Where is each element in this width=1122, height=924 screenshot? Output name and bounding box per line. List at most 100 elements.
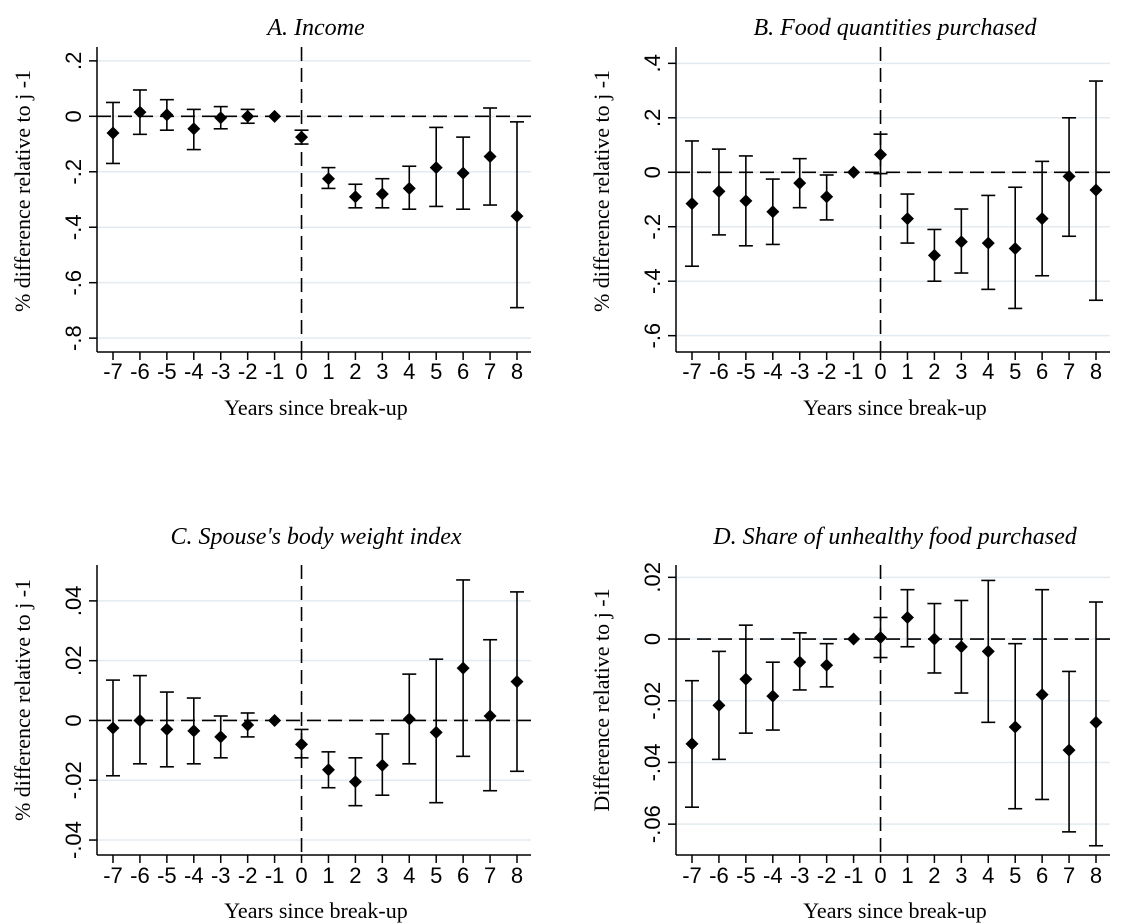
panel-b-point-marker — [712, 184, 726, 198]
panel-b-ytick-label: -.4 — [640, 268, 665, 294]
panel-b-xtick-label: 1 — [901, 359, 913, 384]
panel-a-ytick-label: -.2 — [61, 159, 86, 185]
panel-b-point-marker — [820, 190, 834, 204]
panel-a-xtick-label: -5 — [157, 359, 177, 384]
panel-d-point-marker — [954, 640, 968, 654]
panel-b-ytick-label: -.6 — [640, 323, 665, 349]
panel-d-xtick-label: 1 — [901, 863, 913, 888]
panel-c-xtick-label: 6 — [457, 863, 469, 888]
panel-a-point-marker — [456, 166, 470, 180]
panel-c-xtick-label: -7 — [103, 863, 123, 888]
panel-a-point-marker — [160, 108, 174, 122]
panel-a-ytick-label: -.4 — [61, 214, 86, 240]
panel-c-point-marker — [241, 718, 255, 732]
panel-c-point-marker — [295, 737, 309, 751]
panel-c-xtick-label: -1 — [265, 863, 285, 888]
panel-a-ytick-label: -.6 — [61, 270, 86, 296]
panel-b-xtick-label: 4 — [982, 359, 994, 384]
panel-c-ytick-label: -.02 — [61, 761, 86, 799]
panel-c-xtick-label: -5 — [157, 863, 177, 888]
panel-c-xtick-label: -2 — [238, 863, 258, 888]
panel-d-point-marker — [1062, 743, 1076, 757]
panel-b-point-marker — [685, 197, 699, 211]
panel-b-point-marker — [1062, 169, 1076, 183]
panel-b-ytick-label: 0 — [640, 166, 665, 178]
panel-d-ytick-label: -.02 — [640, 682, 665, 720]
panel-c-xtick-label: 1 — [322, 863, 334, 888]
panel-a-xtick-label: 0 — [295, 359, 307, 384]
panel-d-ytick-label: 0 — [640, 633, 665, 645]
panel-a-xtick-label: -1 — [265, 359, 285, 384]
panel-d-point-marker — [739, 672, 753, 686]
panel-d-point-marker — [1089, 715, 1103, 729]
panel-a-ytick-label: -.8 — [61, 325, 86, 351]
panel-d-ylabel: Difference relative to j -1 — [589, 588, 614, 811]
panel-b-ylabel: % difference relative to j -1 — [589, 70, 614, 312]
panel-d-title: D. Share of unhealthy food purchased — [712, 524, 1078, 550]
panel-a-xtick-label: -4 — [184, 359, 204, 384]
panel-a-point-marker — [375, 187, 389, 201]
panel-d-xtick-label: 4 — [982, 863, 994, 888]
panel-a-point-marker — [429, 161, 443, 175]
panel-c-xtick-label: -6 — [130, 863, 150, 888]
panel-b-xtick-label: -1 — [844, 359, 864, 384]
panel-a-point-marker — [106, 126, 120, 140]
panel-d-xtick-label: -1 — [844, 863, 864, 888]
panel-c-point-marker — [268, 713, 282, 727]
panel-d-xtick-label: -5 — [736, 863, 756, 888]
panel-a-xtick-label: 6 — [457, 359, 469, 384]
panel-a-ylabel: % difference relative to j -1 — [10, 70, 35, 312]
panel-c-xlabel: Years since break-up — [224, 898, 408, 923]
panel-d-ytick-label: -.04 — [640, 743, 665, 781]
panel-b-point-marker — [766, 205, 780, 219]
panel-b-xtick-label: 5 — [1009, 359, 1021, 384]
panel-d-xtick-label: -7 — [682, 863, 702, 888]
panel-a-point-marker — [214, 111, 228, 125]
panel-b-title: B. Food quantities purchased — [753, 15, 1037, 41]
panel-c-xtick-label: 7 — [484, 863, 496, 888]
panel-d-point-marker — [1035, 688, 1049, 702]
panel-d-xtick-label: 2 — [928, 863, 940, 888]
panel-a-point-marker — [241, 109, 255, 123]
panel-d-xtick-label: 7 — [1063, 863, 1075, 888]
panel-a-xlabel: Years since break-up — [224, 395, 408, 420]
panel-a-xtick-label: -6 — [130, 359, 150, 384]
panel-c-ytick-label: .02 — [61, 645, 86, 676]
panel-d-xtick-label: 8 — [1090, 863, 1102, 888]
panel-a-point-marker — [348, 190, 362, 204]
panel-c-xtick-label: 4 — [403, 863, 415, 888]
panel-c-point-marker — [321, 763, 335, 777]
panel-b-ytick-label: -.2 — [640, 214, 665, 240]
panel-b-point-marker — [1035, 212, 1049, 226]
panel-d-xlabel: Years since break-up — [803, 898, 987, 923]
panel-d-xtick-label: 5 — [1009, 863, 1021, 888]
panel-a-xtick-label: -7 — [103, 359, 123, 384]
panel-b-xtick-label: -6 — [709, 359, 729, 384]
panel-c-ytick-label: 0 — [61, 714, 86, 726]
panel-d-point-marker — [1008, 720, 1022, 734]
panel-d: D. Share of unhealthy food purchased Dif… — [589, 524, 1110, 923]
panel-a-xtick-label: 2 — [349, 359, 361, 384]
panel-b-point-marker — [927, 248, 941, 262]
panel-a-point-marker — [133, 105, 147, 119]
panel-a-point-marker — [402, 181, 416, 195]
panel-a-xtick-label: -2 — [238, 359, 258, 384]
panel-a-xtick-label: 8 — [511, 359, 523, 384]
panel-c-title: C. Spouse's body weight index — [170, 524, 461, 550]
panel-c-point-marker — [375, 758, 389, 772]
panel-d-xtick-label: -2 — [817, 863, 837, 888]
panel-a-point-marker — [187, 122, 201, 136]
panel-a-ytick-label: .2 — [61, 52, 86, 70]
panel-b-point-marker — [954, 235, 968, 249]
panel-c-xtick-label: -3 — [211, 863, 231, 888]
panel-a-ytick-label: 0 — [61, 110, 86, 122]
panel-d-xtick-label: -6 — [709, 863, 729, 888]
panel-b-point-marker — [739, 194, 753, 208]
panel-b-xtick-label: 6 — [1036, 359, 1048, 384]
panel-a-xtick-label: 1 — [322, 359, 334, 384]
panel-a-xtick-label: 7 — [484, 359, 496, 384]
panel-c-ylabel: % difference relative to j -1 — [10, 579, 35, 821]
panel-a-xtick-label: 4 — [403, 359, 415, 384]
panel-b-point-marker — [793, 176, 807, 190]
